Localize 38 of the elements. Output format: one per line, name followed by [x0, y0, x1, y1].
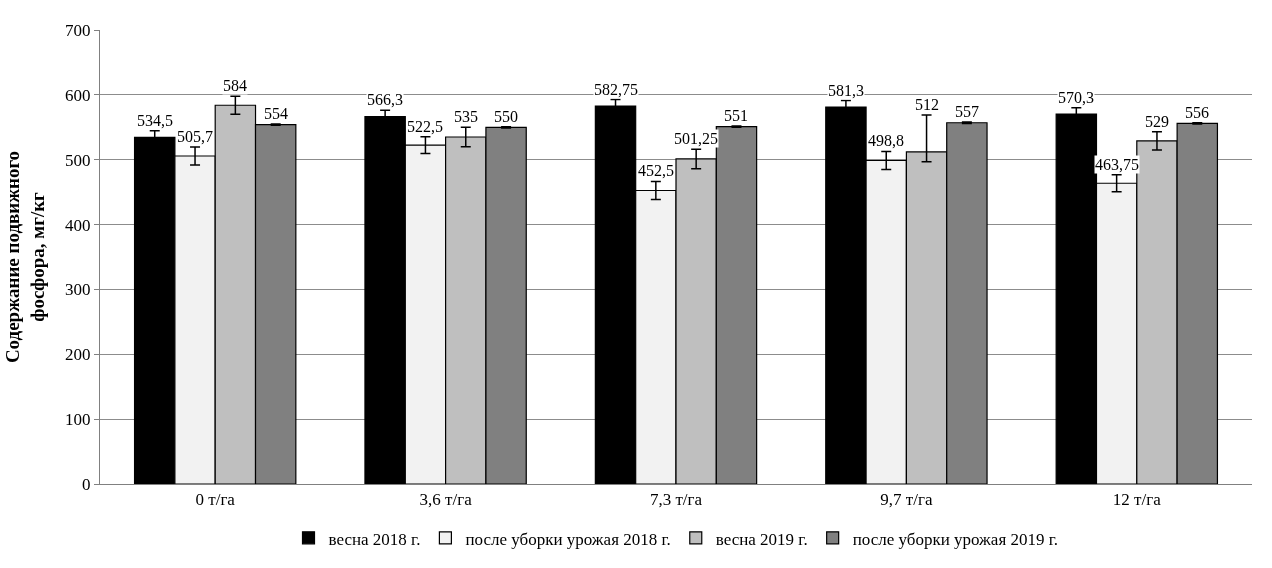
legend-label: после уборки урожая 2018 г. — [465, 529, 671, 549]
data-label: 554 — [264, 105, 288, 122]
data-label: 550 — [494, 108, 518, 125]
data-label: 535 — [454, 108, 478, 125]
data-label: 581,3 — [828, 82, 864, 99]
data-label: 566,3 — [367, 91, 403, 108]
data-label: 452,5 — [638, 162, 674, 179]
y-tick-label: 700 — [65, 20, 91, 40]
data-label: 463,75 — [1095, 156, 1139, 173]
data-label: 501,25 — [674, 130, 718, 147]
data-label: 522,5 — [407, 118, 443, 135]
data-label: 534,5 — [137, 112, 173, 129]
y-tick-label: 200 — [65, 345, 91, 365]
data-label: 556 — [1185, 104, 1209, 121]
x-tick-label: 3,6 т/га — [419, 490, 473, 510]
legend-label: весна 2018 г. — [328, 529, 421, 549]
x-tick-label: 9,7 т/га — [880, 490, 933, 510]
x-tick-label: 0 т/га — [195, 490, 236, 510]
data-label: 512 — [915, 96, 939, 113]
x-tick-label: 7,3 т/га — [649, 490, 703, 510]
y-tick-label: 600 — [65, 85, 91, 105]
data-label: 551 — [724, 107, 748, 124]
y-tick-label: 0 — [82, 474, 91, 494]
legend-label: весна 2019 г. — [715, 529, 808, 549]
data-label: 582,75 — [594, 81, 638, 98]
data-label: 557 — [955, 103, 979, 120]
y-tick-label: 500 — [65, 150, 91, 170]
y-tick-label: 400 — [65, 215, 91, 235]
data-label: 584 — [223, 77, 247, 94]
data-label: 498,8 — [868, 132, 904, 149]
x-tick-label: 12 т/га — [1112, 490, 1162, 510]
data-label: 570,3 — [1058, 89, 1094, 106]
legend-label: после уборки урожая 2019 г. — [852, 529, 1059, 549]
y-tick-label: 100 — [65, 410, 91, 430]
y-axis-title: Содержание подвижного фосфора, мг/кг — [2, 150, 48, 364]
data-label: 505,7 — [177, 128, 213, 145]
y-tick-label: 300 — [65, 280, 91, 300]
data-label: 529 — [1145, 113, 1169, 130]
